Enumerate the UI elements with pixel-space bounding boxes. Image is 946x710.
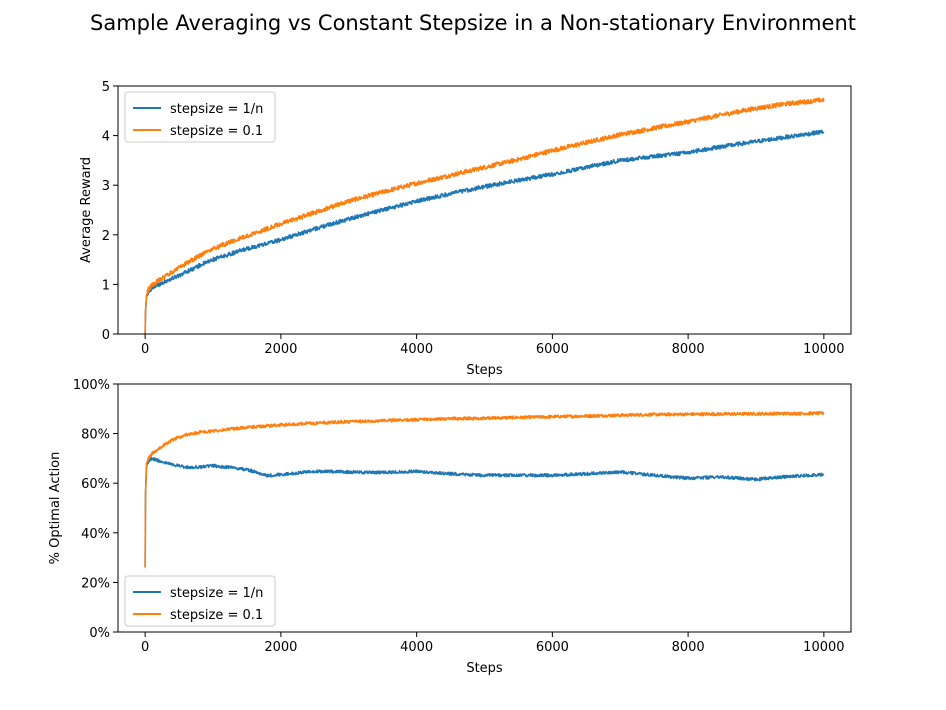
y-tick-label: 0: [102, 328, 110, 343]
series-line-1: [144, 97, 825, 334]
x-tick-label: 10000: [803, 342, 844, 357]
y-tick-label: 0%: [89, 626, 110, 641]
legend-box: [124, 575, 276, 627]
x-tick-label: 6000: [536, 640, 569, 655]
y-axis-label: % Optimal Action: [48, 452, 63, 565]
y-tick-label: 40%: [81, 527, 110, 542]
legend-entry: stepsize = 0.1: [170, 608, 263, 623]
x-tick-label: 10000: [803, 640, 844, 655]
reward-chart: 0 2000 4000 6000 8000 10000 0 1 2 3 4 5 Steps Average…: [79, 80, 852, 378]
series-line-0: [144, 129, 825, 334]
y-axis-label: Average Reward: [79, 157, 94, 263]
x-tick-label: 8000: [672, 640, 705, 655]
y-tick-label: 60%: [81, 477, 110, 492]
series-group: [144, 411, 825, 568]
series-line-1: [144, 411, 825, 568]
legend-box: [124, 91, 276, 143]
series-line-0: [144, 456, 825, 568]
optimal-action-chart: 0 2000 4000 6000 8000 10000 0% 20% 40% 60% 80% 100%…: [48, 378, 852, 676]
x-axis-label: Steps: [466, 661, 503, 676]
x-tick-label: 2000: [264, 640, 297, 655]
series-group: [144, 97, 825, 334]
x-tick-label: 4000: [400, 640, 433, 655]
legend: stepsize = 1/n stepsize = 0.1: [124, 91, 276, 143]
x-tick-label: 6000: [536, 342, 569, 357]
y-tick-label: 1: [102, 278, 110, 293]
y-tick-label: 20%: [81, 576, 110, 591]
x-axis-label: Steps: [466, 363, 503, 378]
x-tick-label: 8000: [672, 342, 705, 357]
y-tick-label: 80%: [81, 428, 110, 443]
legend: stepsize = 1/n stepsize = 0.1: [124, 575, 276, 627]
figure-title: Sample Averaging vs Constant Stepsize in…: [90, 11, 856, 35]
x-tick-label: 0: [141, 342, 149, 357]
y-tick-label: 2: [102, 229, 110, 244]
legend-entry: stepsize = 0.1: [170, 124, 263, 139]
axes-frame: [117, 85, 852, 335]
x-tick-label: 2000: [264, 342, 297, 357]
y-tick-label: 4: [102, 130, 110, 145]
legend-entry: stepsize = 1/n: [170, 586, 263, 601]
y-tick-label: 100%: [73, 378, 110, 393]
axes-frame: [117, 383, 852, 633]
legend-entry: stepsize = 1/n: [170, 102, 263, 117]
x-tick-label: 0: [141, 640, 149, 655]
y-tick-label: 3: [102, 179, 110, 194]
x-tick-label: 4000: [400, 342, 433, 357]
y-tick-label: 5: [102, 80, 110, 95]
